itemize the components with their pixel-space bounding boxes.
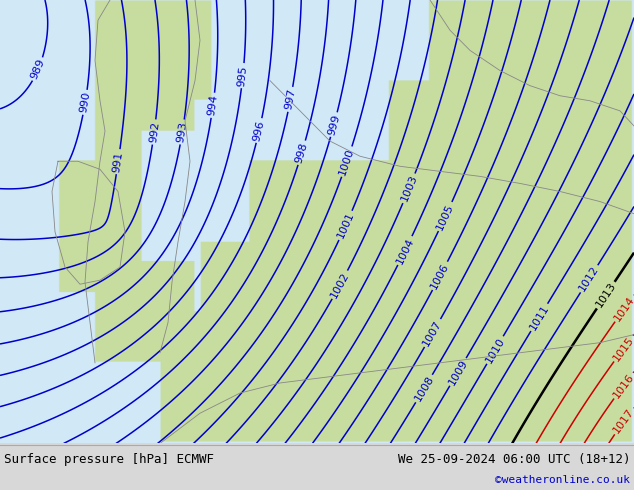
- Text: We 25-09-2024 06:00 UTC (18+12): We 25-09-2024 06:00 UTC (18+12): [398, 453, 630, 466]
- Text: 1001: 1001: [335, 211, 356, 240]
- Text: 1015: 1015: [611, 334, 634, 363]
- Text: 994: 994: [207, 94, 219, 117]
- Text: 1008: 1008: [413, 374, 436, 403]
- Text: 997: 997: [283, 88, 297, 111]
- Text: 995: 995: [236, 65, 249, 87]
- Text: 1010: 1010: [484, 336, 507, 365]
- Text: 991: 991: [112, 150, 125, 173]
- Text: 1002: 1002: [329, 270, 351, 299]
- Text: 992: 992: [148, 121, 160, 143]
- Text: 1003: 1003: [399, 173, 419, 203]
- Text: 1017: 1017: [612, 407, 634, 436]
- Text: 1005: 1005: [435, 202, 456, 231]
- Text: 1007: 1007: [421, 318, 444, 348]
- Text: 1012: 1012: [578, 264, 601, 294]
- Text: 989: 989: [29, 57, 47, 81]
- Text: 1004: 1004: [394, 236, 416, 266]
- Text: Surface pressure [hPa] ECMWF: Surface pressure [hPa] ECMWF: [4, 453, 214, 466]
- Text: 1011: 1011: [527, 303, 551, 332]
- Text: 996: 996: [252, 119, 266, 142]
- Text: 999: 999: [327, 113, 342, 136]
- Text: ©weatheronline.co.uk: ©weatheronline.co.uk: [495, 475, 630, 485]
- Text: 998: 998: [294, 141, 309, 165]
- Text: 1014: 1014: [612, 294, 634, 323]
- Text: 993: 993: [176, 121, 189, 143]
- Text: 1016: 1016: [611, 371, 634, 400]
- Text: 1000: 1000: [338, 147, 356, 176]
- Text: 1009: 1009: [446, 357, 469, 387]
- Text: 1006: 1006: [429, 261, 451, 291]
- Text: 990: 990: [79, 91, 92, 114]
- Text: 1013: 1013: [594, 281, 618, 310]
